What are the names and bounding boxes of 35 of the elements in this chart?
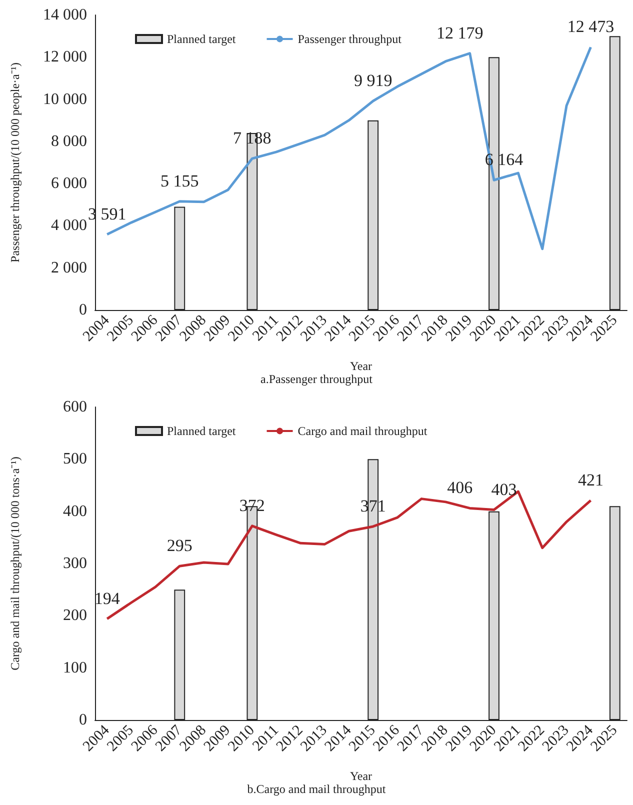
- y-axis-title: Cargo and mail throughput/(10 000 tons·a⁻¹): [8, 456, 22, 670]
- data-label: 372: [239, 496, 265, 515]
- data-label: 194: [94, 588, 120, 608]
- y-tick-label: 2 000: [51, 259, 87, 276]
- y-tick-label: 0: [79, 302, 87, 318]
- legend-label: Planned target: [167, 32, 236, 46]
- y-tick-label: 500: [63, 450, 87, 468]
- y-tick-label: 12 000: [43, 48, 87, 66]
- y-axis-title: Passenger throughput/(10 000 people·a⁻¹): [8, 62, 22, 262]
- y-tick-label: 4 000: [51, 217, 87, 234]
- data-label: 403: [491, 480, 517, 499]
- legend-label: Passenger throughput: [298, 32, 402, 46]
- text: a.Passenger throughput: [260, 372, 374, 386]
- x-axis-title: Year: [350, 769, 372, 783]
- y-tick-label: 400: [63, 502, 87, 520]
- y-tick-label: 14 000: [43, 6, 87, 24]
- y-tick-label: 0: [79, 712, 87, 728]
- data-label: 12 179: [436, 23, 484, 42]
- data-label: 5 155: [160, 171, 199, 190]
- y-tick-label: 8 000: [51, 132, 87, 150]
- y-tick-label: 100: [63, 659, 87, 676]
- data-label: 12 473: [567, 17, 614, 36]
- y-tick-label: 6 000: [51, 175, 87, 192]
- y-tick-label: 600: [63, 398, 87, 416]
- data-label: 421: [578, 470, 604, 490]
- data-label: 406: [447, 478, 473, 498]
- x-axis-title: Year: [350, 359, 372, 373]
- legend-label: Planned target: [167, 424, 236, 438]
- data-label: 295: [166, 536, 192, 556]
- y-tick-label: 300: [63, 555, 87, 572]
- y-tick-label: 10 000: [43, 90, 87, 108]
- legend-label: Cargo and mail throughput: [298, 424, 428, 438]
- data-label: 9 919: [354, 70, 392, 90]
- y-tick-label: 200: [63, 607, 87, 624]
- text: b.Cargo and mail throughput: [247, 782, 386, 796]
